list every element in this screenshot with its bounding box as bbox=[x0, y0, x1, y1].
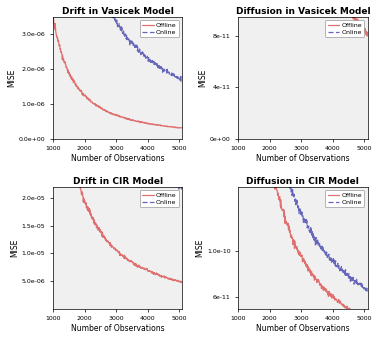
Online bbox=[128, 41, 133, 46]
Offline bbox=[306, 266, 310, 270]
Online bbox=[121, 81, 125, 85]
Legend: Offline, Online: Offline, Online bbox=[140, 190, 179, 207]
Offline bbox=[364, 318, 368, 322]
Offline bbox=[298, 250, 303, 254]
Offline bbox=[112, 247, 117, 251]
Line: Offline: Offline bbox=[53, 0, 182, 283]
Online bbox=[113, 16, 117, 20]
Line: Online: Online bbox=[53, 0, 182, 83]
Y-axis label: MISE: MISE bbox=[10, 238, 19, 257]
Line: Online: Online bbox=[53, 0, 182, 189]
Title: Drift in CIR Model: Drift in CIR Model bbox=[73, 177, 163, 186]
Offline bbox=[177, 279, 182, 283]
Offline bbox=[157, 272, 161, 276]
Offline bbox=[51, 0, 55, 1]
Offline bbox=[113, 113, 117, 117]
Online bbox=[180, 185, 185, 189]
Online bbox=[157, 63, 161, 67]
Line: Online: Online bbox=[238, 0, 368, 292]
Y-axis label: MISE: MISE bbox=[198, 68, 207, 87]
Line: Offline: Offline bbox=[53, 13, 182, 128]
Online bbox=[365, 288, 370, 292]
Online bbox=[298, 211, 303, 216]
Online bbox=[180, 81, 185, 85]
Offline bbox=[177, 126, 182, 130]
Online bbox=[113, 19, 118, 23]
Offline bbox=[112, 112, 117, 116]
Online bbox=[177, 184, 182, 188]
Line: Offline: Offline bbox=[238, 0, 368, 36]
Offline bbox=[180, 126, 184, 130]
Offline bbox=[342, 1, 346, 5]
Offline bbox=[365, 34, 370, 38]
X-axis label: Number of Observations: Number of Observations bbox=[71, 324, 164, 333]
Online bbox=[157, 161, 161, 165]
Online bbox=[128, 107, 132, 111]
Offline bbox=[121, 254, 125, 258]
Online bbox=[313, 243, 318, 247]
Offline bbox=[180, 126, 185, 130]
Offline bbox=[180, 280, 185, 284]
Offline bbox=[365, 317, 370, 321]
Line: Offline: Offline bbox=[238, 0, 368, 320]
Title: Diffusion in Vasicek Model: Diffusion in Vasicek Model bbox=[236, 7, 370, 16]
Offline bbox=[113, 246, 117, 250]
Online bbox=[112, 59, 117, 63]
Legend: Offline, Online: Offline, Online bbox=[325, 20, 365, 37]
Online bbox=[306, 226, 311, 230]
Legend: Offline, Online: Offline, Online bbox=[325, 190, 365, 207]
Online bbox=[342, 269, 347, 273]
Title: Drift in Vasicek Model: Drift in Vasicek Model bbox=[62, 7, 174, 16]
Offline bbox=[342, 305, 346, 309]
Y-axis label: MISE: MISE bbox=[7, 68, 16, 87]
Offline bbox=[313, 277, 318, 281]
Offline bbox=[51, 11, 55, 15]
Offline bbox=[128, 118, 132, 122]
Offline bbox=[121, 115, 125, 119]
X-axis label: Number of Observations: Number of Observations bbox=[71, 154, 164, 163]
Offline bbox=[298, 252, 302, 256]
Legend: Offline, Online: Offline, Online bbox=[140, 20, 179, 37]
X-axis label: Number of Observations: Number of Observations bbox=[256, 324, 350, 333]
Online bbox=[365, 290, 370, 294]
Offline bbox=[362, 316, 367, 320]
Title: Diffusion in CIR Model: Diffusion in CIR Model bbox=[246, 177, 359, 186]
Online bbox=[177, 77, 182, 81]
Offline bbox=[128, 259, 132, 263]
Y-axis label: MISE: MISE bbox=[195, 238, 204, 257]
Offline bbox=[157, 123, 161, 127]
Online bbox=[121, 31, 125, 35]
Online bbox=[177, 187, 181, 191]
Online bbox=[298, 207, 302, 211]
Offline bbox=[362, 28, 367, 32]
Online bbox=[362, 288, 367, 292]
Online bbox=[113, 69, 117, 73]
X-axis label: Number of Observations: Number of Observations bbox=[256, 154, 350, 163]
Offline bbox=[179, 280, 183, 285]
